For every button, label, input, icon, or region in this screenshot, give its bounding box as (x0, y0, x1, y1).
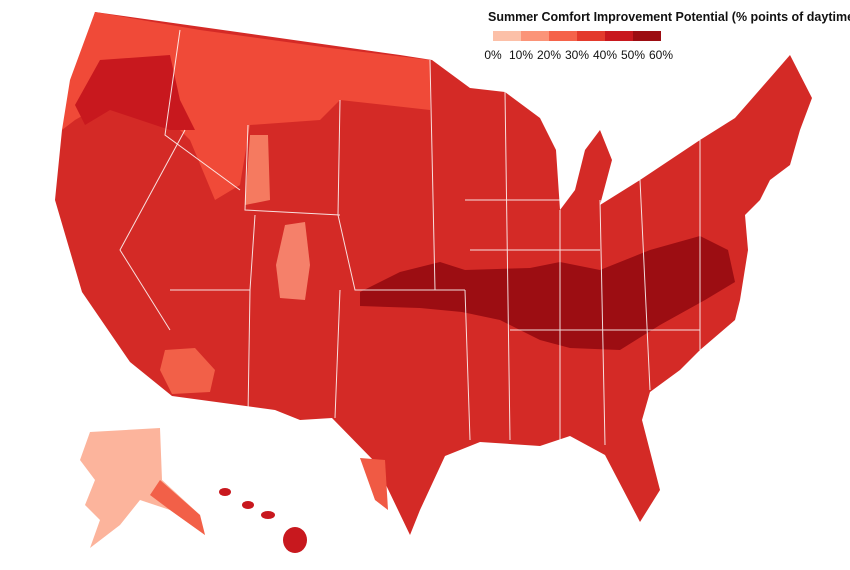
legend-label: 0% (484, 48, 502, 62)
legend-label: 60% (649, 48, 673, 62)
light-region-utah (276, 222, 310, 300)
light-region-wyoming (245, 135, 270, 205)
legend-label: 10% (509, 48, 533, 62)
legend-swatch (605, 31, 633, 41)
hawaii-island (261, 511, 275, 519)
hawaii (219, 488, 307, 553)
legend-title: Summer Comfort Improvement Potential (% … (488, 10, 850, 24)
hawaii-island (219, 488, 231, 496)
legend-label: 50% (621, 48, 645, 62)
alaska-southeast (150, 480, 205, 535)
light-region-texas (360, 458, 388, 510)
hawaii-island (283, 527, 307, 553)
hawaii-island (242, 501, 254, 509)
legend-swatch (633, 31, 661, 41)
state-lines (119, 29, 701, 446)
legend-label: 30% (565, 48, 589, 62)
legend-label: 20% (537, 48, 561, 62)
legend: Summer Comfort Improvement Potential (% … (484, 10, 850, 62)
legend-swatch (577, 31, 605, 41)
legend-swatch (549, 31, 577, 41)
alaska (80, 428, 205, 548)
dark-region-kentucky-tennessee (360, 236, 735, 350)
dark-region-northwest (75, 55, 195, 130)
light-region-arizona (160, 348, 215, 394)
legend-label: 40% (593, 48, 617, 62)
contiguous-us (55, 12, 812, 535)
legend-swatch (521, 31, 549, 41)
legend-swatch (493, 31, 521, 41)
